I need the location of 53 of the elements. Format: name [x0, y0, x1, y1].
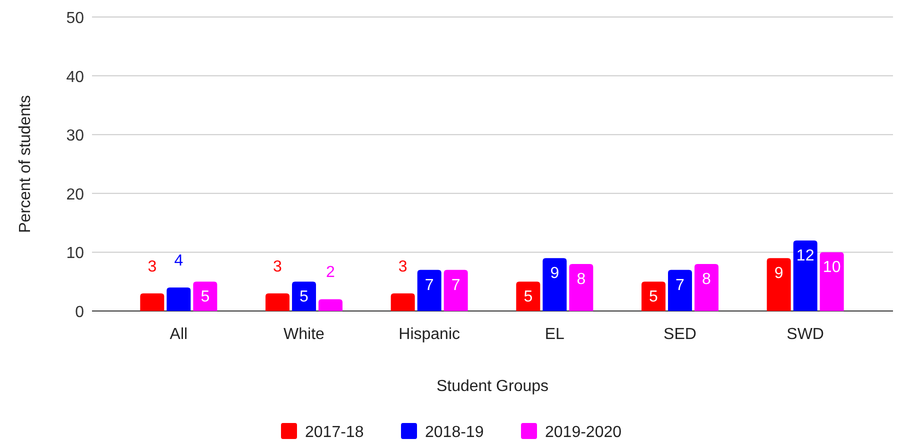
data-label: 3 — [148, 258, 157, 276]
data-label: 7 — [424, 276, 434, 294]
bar — [390, 293, 415, 311]
data-label: 5 — [200, 288, 210, 306]
bar — [542, 258, 567, 311]
data-label: 2 — [326, 264, 336, 282]
bar — [417, 270, 442, 311]
bar — [569, 264, 594, 311]
x-tick-label: SWD — [786, 326, 824, 343]
data-label: 7 — [676, 276, 685, 294]
y-tick-label: 10 — [66, 245, 84, 262]
y-tick-label: 50 — [66, 10, 84, 27]
x-tick-label: All — [170, 326, 188, 343]
x-tick-label: SED — [664, 326, 696, 343]
data-label: 5 — [300, 288, 309, 306]
data-label: 7 — [451, 276, 460, 294]
data-label: 9 — [550, 265, 560, 282]
bar — [516, 282, 540, 311]
data-label: 5 — [649, 288, 658, 306]
data-label: 12 — [796, 247, 814, 264]
bar — [793, 240, 818, 311]
data-label: 8 — [702, 270, 712, 288]
legend-label: 2018-19 — [425, 424, 484, 441]
x-tick-label: Hispanic — [398, 326, 460, 343]
legend-label: 2017-18 — [305, 424, 364, 441]
data-label: 10 — [822, 259, 841, 276]
bar — [444, 270, 468, 311]
y-tick-label: 30 — [66, 128, 84, 145]
data-label: 3 — [273, 258, 282, 276]
data-label: 4 — [174, 252, 184, 270]
bar — [266, 293, 290, 311]
bar — [193, 282, 218, 311]
x-tick-label: White — [284, 326, 325, 343]
bar — [820, 252, 844, 311]
data-label: 3 — [398, 258, 408, 276]
y-tick-label: 0 — [75, 304, 84, 321]
x-axis-title: Student Groups — [436, 378, 549, 395]
bar — [694, 264, 718, 311]
bar — [642, 282, 666, 311]
bar — [766, 258, 791, 311]
y-tick-label: 20 — [66, 186, 84, 204]
legend-label: 2019-2020 — [545, 424, 622, 441]
y-tick-label: 40 — [66, 68, 84, 86]
bar — [140, 293, 164, 311]
bar — [292, 282, 316, 311]
data-label: 9 — [774, 265, 784, 282]
bar — [318, 299, 342, 311]
bar — [166, 287, 191, 311]
bar — [668, 270, 692, 311]
data-label: 5 — [524, 288, 533, 306]
x-tick-label: EL — [544, 326, 565, 343]
y-axis-title: Percent of students — [17, 95, 34, 233]
data-label: 8 — [576, 270, 586, 288]
